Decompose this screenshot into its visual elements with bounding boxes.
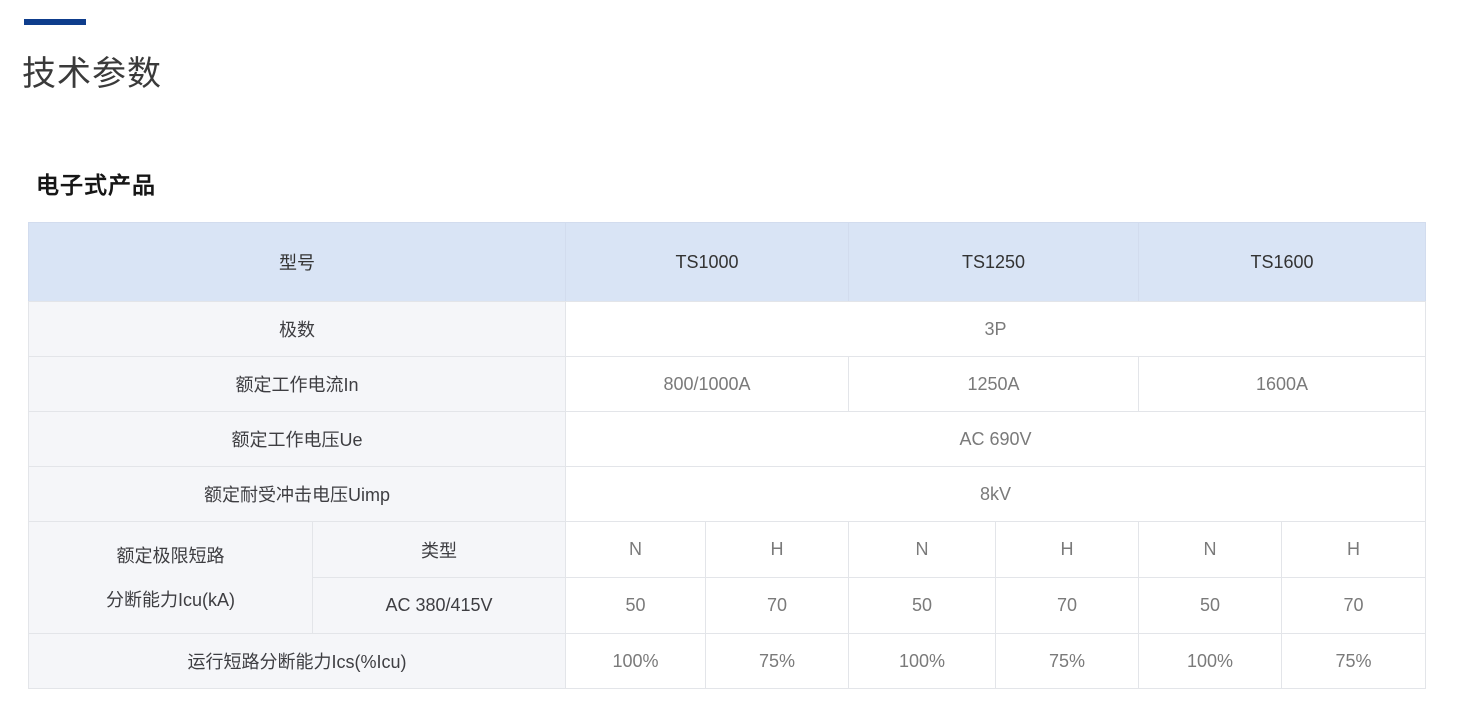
accent-bar bbox=[24, 19, 86, 25]
ics-value-3: 75% bbox=[995, 633, 1140, 689]
icu-label-line2: 分断能力Icu(kA) bbox=[105, 589, 235, 610]
icu-value-1: 70 bbox=[704, 577, 850, 634]
ics-value-5: 75% bbox=[1281, 633, 1427, 689]
rated-current-ts1600: 1600A bbox=[1138, 356, 1427, 412]
header-model-ts1250: TS1250 bbox=[848, 222, 1140, 302]
table-row-poles: 极数 3P bbox=[28, 301, 1427, 357]
table-row-rated-current: 额定工作电流In 800/1000A 1250A 1600A bbox=[28, 356, 1427, 412]
table-row-impulse-voltage: 额定耐受冲击电压Uimp 8kV bbox=[28, 466, 1427, 522]
ics-value-2: 100% bbox=[848, 633, 997, 689]
table-row-header: 型号 TS1000 TS1250 TS1600 bbox=[28, 222, 1427, 302]
ics-value-0: 100% bbox=[565, 633, 706, 689]
icu-type-4: N bbox=[1138, 521, 1283, 578]
rated-voltage-label: 额定工作电压Ue bbox=[28, 411, 566, 467]
icu-type-3: H bbox=[995, 521, 1140, 578]
impulse-voltage-value: 8kV bbox=[564, 466, 1427, 522]
icu-type-label: 类型 bbox=[312, 521, 566, 578]
icu-value-5: 70 bbox=[1281, 577, 1427, 634]
table-row-ics: 运行短路分断能力Ics(%Icu) 100% 75% 100% 75% 100%… bbox=[28, 633, 1427, 689]
icu-value-3: 70 bbox=[995, 577, 1140, 634]
table-row-icu-values: AC 380/415V 50 70 50 70 50 70 bbox=[29, 577, 1427, 634]
ics-label: 运行短路分断能力Ics(%Icu) bbox=[28, 633, 566, 689]
table-row-rated-voltage: 额定工作电压Ue AC 690V bbox=[28, 411, 1427, 467]
icu-value-2: 50 bbox=[848, 577, 997, 634]
section-title: 电子式产品 bbox=[36, 172, 156, 198]
ics-value-1: 75% bbox=[704, 633, 850, 689]
poles-value: 3P bbox=[564, 301, 1427, 357]
icu-value-0: 50 bbox=[565, 577, 706, 634]
rated-current-ts1000: 800/1000A bbox=[564, 356, 850, 412]
icu-type-0: N bbox=[565, 521, 706, 578]
header-model-ts1600: TS1600 bbox=[1138, 222, 1427, 302]
poles-label: 极数 bbox=[28, 301, 566, 357]
rated-current-label: 额定工作电流In bbox=[28, 356, 566, 412]
icu-type-5: H bbox=[1281, 521, 1427, 578]
icu-label: 额定极限短路 分断能力Icu(kA) bbox=[28, 521, 313, 634]
rated-voltage-value: AC 690V bbox=[564, 411, 1427, 467]
ics-value-4: 100% bbox=[1138, 633, 1283, 689]
table-row-icu-type: 额定极限短路 分断能力Icu(kA) 类型 N H N H N H bbox=[28, 521, 1427, 634]
spec-table: 型号 TS1000 TS1250 TS1600 极数 3P 额定工作电流In 8… bbox=[28, 222, 1427, 689]
icu-value-4: 50 bbox=[1138, 577, 1283, 634]
page-title: 技术参数 bbox=[22, 55, 162, 93]
icu-type-2: N bbox=[848, 521, 997, 578]
icu-label-line1: 额定极限短路 bbox=[116, 545, 225, 566]
header-model-label: 型号 bbox=[28, 222, 566, 302]
impulse-voltage-label: 额定耐受冲击电压Uimp bbox=[28, 466, 566, 522]
icu-type-1: H bbox=[704, 521, 850, 578]
header-model-ts1000: TS1000 bbox=[564, 222, 850, 302]
icu-voltage-label: AC 380/415V bbox=[312, 577, 566, 634]
rated-current-ts1250: 1250A bbox=[848, 356, 1140, 412]
